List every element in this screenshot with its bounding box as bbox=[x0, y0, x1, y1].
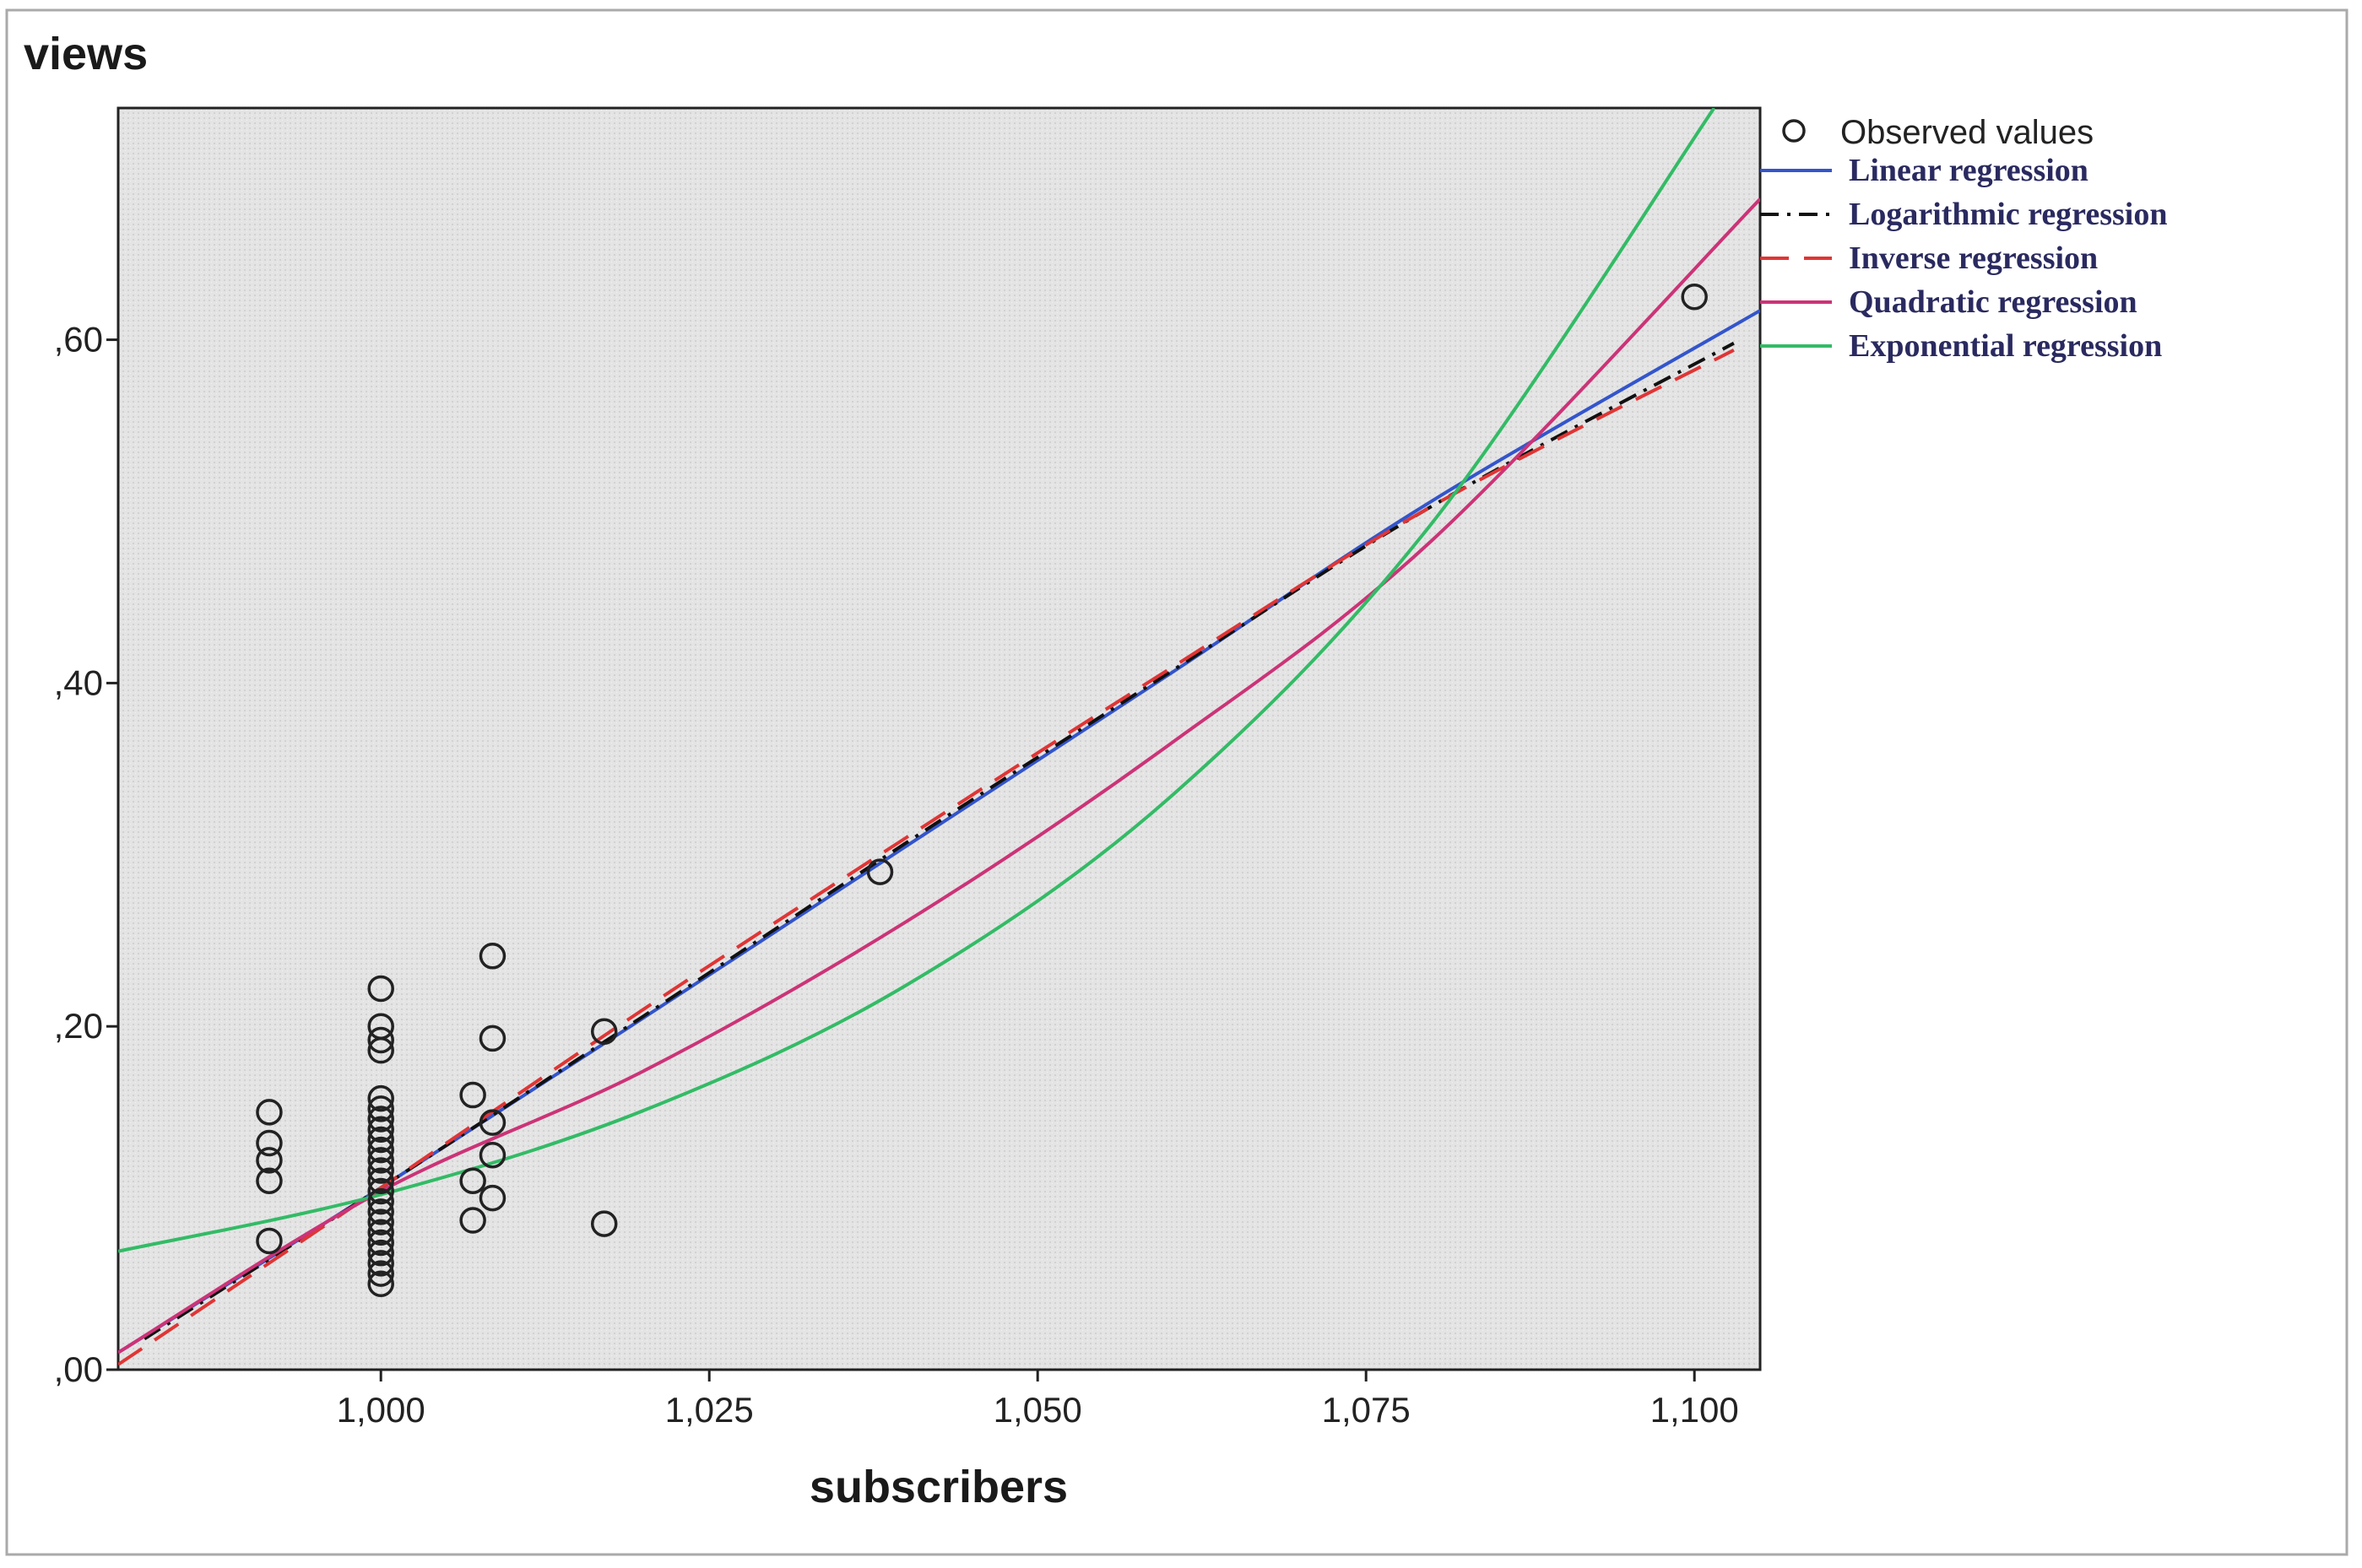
observed-point bbox=[479, 943, 507, 970]
legend: Observed values Linear regression Logarit… bbox=[1760, 114, 2168, 364]
legend-label-quadratic-regression: Quadratic regression bbox=[1849, 284, 2137, 320]
observed-point bbox=[367, 975, 394, 1003]
x-tick-label: 1,100 bbox=[1650, 1390, 1739, 1430]
observed-point bbox=[367, 1095, 394, 1122]
observed-point bbox=[367, 1208, 394, 1235]
legend-label-observed: Observed values bbox=[1840, 114, 2094, 151]
observed-point bbox=[1681, 283, 1708, 311]
y-tick-label: ,60 bbox=[54, 320, 103, 360]
observed-point bbox=[256, 1167, 283, 1195]
quadratic-regression-line bbox=[118, 197, 1760, 1354]
observed-point bbox=[367, 1219, 394, 1246]
y-tick-label: ,20 bbox=[54, 1006, 103, 1046]
legend-label-exponential-regression: Exponential regression bbox=[1849, 328, 2162, 364]
observed-points bbox=[256, 283, 1708, 1298]
observed-point bbox=[367, 1187, 394, 1215]
observed-point bbox=[367, 1036, 394, 1064]
observed-point bbox=[479, 1025, 507, 1052]
observed-point bbox=[367, 1106, 394, 1133]
legend-marker-observed bbox=[1782, 119, 1806, 143]
x-axis-title: subscribers bbox=[810, 1462, 1068, 1512]
regression-lines bbox=[118, 108, 1760, 1366]
observed-point bbox=[367, 1177, 394, 1205]
observed-point bbox=[479, 1184, 507, 1212]
observed-point bbox=[590, 1018, 618, 1046]
observed-point bbox=[256, 1147, 283, 1174]
x-tick-label: 1,075 bbox=[1322, 1390, 1411, 1430]
observed-point bbox=[256, 1099, 283, 1126]
observed-point bbox=[367, 1260, 394, 1287]
observed-point bbox=[459, 1207, 486, 1234]
observed-point bbox=[367, 1270, 394, 1298]
x-tick-label: 1,050 bbox=[994, 1390, 1082, 1430]
observed-point bbox=[367, 1250, 394, 1277]
y-tick-label: ,40 bbox=[54, 662, 103, 702]
observed-point bbox=[256, 1129, 283, 1157]
observed-point bbox=[367, 1229, 394, 1257]
legend-label-linear-regression: Linear regression bbox=[1849, 153, 2088, 188]
observed-point bbox=[367, 1157, 394, 1184]
x-tick-label: 1,000 bbox=[337, 1390, 425, 1430]
inverse-regression-line bbox=[118, 349, 1735, 1366]
observed-point bbox=[459, 1081, 486, 1109]
observed-point bbox=[459, 1167, 486, 1195]
observed-point bbox=[367, 1084, 394, 1112]
chart-border bbox=[5, 8, 2348, 1556]
observed-point bbox=[590, 1210, 618, 1237]
observed-point bbox=[256, 1227, 283, 1255]
plot-area bbox=[116, 106, 1762, 1371]
observed-point bbox=[367, 1198, 394, 1225]
observed-point bbox=[479, 1141, 507, 1169]
observed-point bbox=[367, 1026, 394, 1054]
observed-point bbox=[367, 1136, 394, 1164]
x-tick-label: 1,025 bbox=[665, 1390, 754, 1430]
observed-point bbox=[367, 1126, 394, 1154]
y-tick-label: ,00 bbox=[54, 1349, 103, 1389]
observed-point bbox=[866, 858, 894, 885]
legend-label-inverse-regression: Inverse regression bbox=[1849, 241, 2098, 276]
observed-point bbox=[367, 1167, 394, 1195]
x-axis-ticks: 1,000 1,025 1,050 1,075 1,100 bbox=[337, 1370, 1739, 1430]
y-axis-ticks: ,00 ,20 ,40 ,60 bbox=[54, 320, 118, 1389]
observed-point bbox=[479, 1109, 507, 1136]
exponential-regression-line bbox=[118, 108, 1716, 1253]
y-axis-title: views bbox=[24, 29, 148, 79]
observed-point bbox=[367, 1239, 394, 1267]
observed-point bbox=[367, 1116, 394, 1143]
legend-label-logarithmic-regression: Logarithmic regression bbox=[1849, 197, 2168, 232]
observed-point bbox=[367, 1147, 394, 1174]
